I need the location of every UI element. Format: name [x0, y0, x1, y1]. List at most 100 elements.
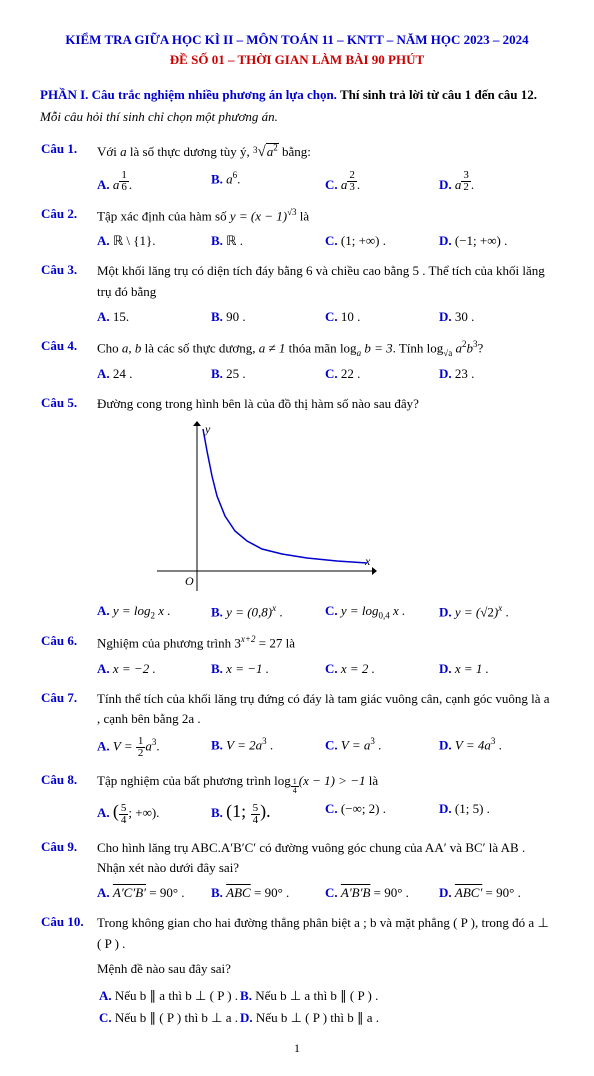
q3-option-a: A. 15.	[97, 307, 211, 327]
q2-number: Câu 2.	[40, 204, 96, 252]
opt-val: ℝ .	[226, 233, 243, 248]
opt-val: 25 .	[226, 366, 246, 381]
opt-val: x = 1 .	[455, 661, 489, 676]
q5-option-b: B. y = (0,8)x .	[211, 601, 325, 623]
question-8: Câu 8. Tập nghiệm của bất phương trình l…	[40, 770, 554, 829]
option-label: C.	[325, 885, 338, 900]
q3-option-c: C. 10 .	[325, 307, 439, 327]
question-5: Câu 5. Đường cong trong hình bên là của …	[40, 393, 554, 623]
paren: (1;	[226, 801, 251, 821]
option-label: D.	[439, 737, 452, 752]
sub: √a	[443, 348, 452, 358]
q3-number: Câu 3.	[40, 260, 96, 328]
frac-d: 3	[347, 182, 357, 193]
q5-option-a: A. y = log2 x .	[97, 601, 211, 623]
q7-option-a: A. V = 12a3.	[97, 734, 211, 761]
q10-number: Câu 10.	[40, 912, 96, 1030]
option-label: B.	[211, 309, 223, 324]
question-1: Câu 1. Với a là số thực dương tùy ý, 3√a…	[40, 139, 554, 196]
log: log	[427, 340, 444, 355]
option-label: D.	[439, 177, 452, 192]
txt: là các số thực dương,	[141, 340, 258, 355]
option-label: A.	[97, 805, 110, 820]
header-line-2: ĐỀ SỐ 01 – THỜI GIAN LÀM BÀI 90 PHÚT	[40, 50, 554, 70]
q9-stem: Cho hình lăng trụ ABC.A′B′C′ có đường vu…	[97, 838, 553, 880]
q8-option-c: C. (−∞; 2) .	[325, 799, 439, 828]
q2-stem: Tập xác định của hàm số y = (x − 1)√3 là	[97, 205, 553, 227]
q1-stem-mid: là số thực dương tùy ý,	[127, 144, 253, 159]
dot: .	[357, 177, 360, 192]
dot: .	[375, 737, 382, 752]
q1-option-d: D. a32.	[439, 168, 553, 195]
txt: là	[297, 208, 310, 223]
opt-val: (−∞; 2) .	[341, 801, 386, 816]
close: ).	[260, 801, 271, 821]
opt-val: Nếu b ∥ a thì b ⊥ ( P ) .	[115, 988, 238, 1003]
q7-number: Câu 7.	[40, 688, 96, 763]
dot: .	[267, 737, 274, 752]
arg: b = 3	[361, 340, 393, 355]
dot: .	[502, 604, 509, 619]
q7-option-b: B. V = 2a3 .	[211, 734, 325, 761]
opt-pre: y = log	[113, 603, 151, 618]
q5-stem: Đường cong trong hình bên là của đồ thị …	[97, 394, 553, 415]
frac-d: 2	[461, 182, 471, 193]
option-label: C.	[325, 233, 338, 248]
option-label: A.	[97, 603, 110, 618]
option-label: C.	[325, 366, 338, 381]
frac-d: 6	[119, 182, 129, 193]
q2-option-b: B. ℝ .	[211, 231, 325, 251]
frac-n: 5	[251, 803, 261, 815]
option-label: C.	[325, 737, 338, 752]
txt: Nghiệm của phương trình	[97, 636, 234, 651]
q2-option-a: A. ℝ \ {1}.	[97, 231, 211, 251]
q10-option-a: A. Nếu b ∥ a thì b ⊥ ( P ) .	[99, 986, 238, 1006]
q3-option-b: B. 90 .	[211, 307, 325, 327]
frac-d: 4	[119, 815, 129, 826]
option-label: B.	[211, 885, 223, 900]
opt-pre: y = log	[341, 603, 379, 618]
q4-option-a: A. 24 .	[97, 364, 211, 384]
option-label: C.	[99, 1010, 112, 1025]
section-title-plain: Thí sinh trả lời từ câu 1 đến câu 12.	[337, 87, 537, 102]
q1-number: Câu 1.	[40, 139, 96, 196]
option-label: A.	[97, 177, 110, 192]
dot: .	[276, 604, 283, 619]
pre: y = (	[455, 604, 480, 619]
opt-val: x = 2 .	[341, 661, 375, 676]
expr: y = (x − 1)	[230, 208, 287, 223]
rad: √2	[480, 604, 494, 619]
q6-option-b: B. x = −1 .	[211, 659, 325, 679]
option-label: B.	[211, 604, 223, 619]
exam-header: KIỂM TRA GIỮA HỌC KÌ II – MÔN TOÁN 11 – …	[40, 30, 554, 69]
question-3: Câu 3. Một khối lăng trụ có diện tích đá…	[40, 260, 554, 328]
opt-val: 30 .	[455, 309, 475, 324]
q9-option-b: B. ABC = 90° .	[211, 883, 325, 903]
dot: .	[237, 171, 240, 186]
question-7: Câu 7. Tính thể tích của khối lăng trụ đ…	[40, 688, 554, 763]
option-label: C.	[325, 801, 338, 816]
opt-val: V = a	[341, 737, 370, 752]
opt-val: 90 .	[226, 309, 246, 324]
section-title: PHẦN I. Câu trắc nghiệm nhiều phương án …	[40, 87, 554, 103]
question-2: Câu 2. Tập xác định của hàm số y = (x − …	[40, 204, 554, 252]
opt-val: Nếu b ⊥ ( P ) thì b ∥ a .	[256, 1010, 379, 1025]
graph-svg: yxO	[157, 421, 377, 591]
log: log	[340, 340, 357, 355]
opt-val: V = 2a	[226, 737, 262, 752]
dot: .	[129, 177, 132, 192]
rest: ; +∞).	[128, 805, 159, 820]
q9-option-a: A. A′C′B′ = 90° .	[97, 883, 211, 903]
option-label: D.	[439, 801, 452, 816]
q4-option-c: C. 22 .	[325, 364, 439, 384]
option-label: C.	[325, 177, 338, 192]
option-label: A.	[97, 309, 110, 324]
option-label: B.	[211, 737, 223, 752]
option-label: D.	[439, 309, 452, 324]
q8-option-d: D. (1; 5) .	[439, 799, 553, 828]
q10-stem-l1: Trong không gian cho hai đường thẳng phâ…	[97, 913, 553, 955]
opt-val: 15.	[113, 309, 129, 324]
q7-option-d: D. V = 4a3 .	[439, 734, 553, 761]
option-label: A.	[97, 233, 110, 248]
q6-option-d: D. x = 1 .	[439, 659, 553, 679]
